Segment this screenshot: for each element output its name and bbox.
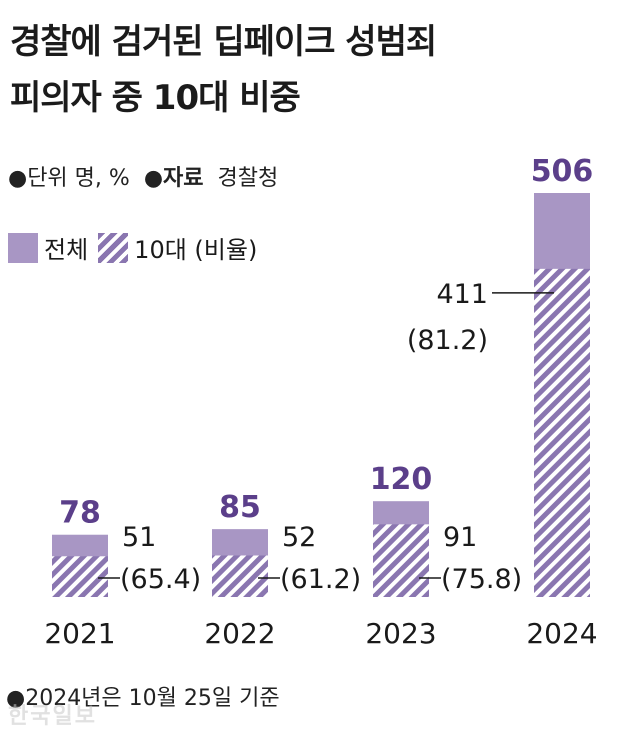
- title-line-1: 경찰에 검거된 딥페이크 성범죄: [10, 22, 437, 62]
- source-name: 경찰청: [217, 166, 279, 191]
- category-label-2023: 2023: [365, 617, 436, 650]
- teen-value-label-2022: 52: [282, 522, 316, 553]
- teen-value-label-2023: 91: [443, 522, 477, 553]
- legend: 전체 10대 (비율): [8, 230, 257, 265]
- chart-title: 경찰에 검거된 딥페이크 성범죄 피의자 중 10대 비중: [10, 14, 437, 126]
- source-bullet: ●: [143, 166, 164, 191]
- footnote: ●2024년은 10월 25일 기준: [6, 686, 280, 711]
- meta-line: ●단위 명, % ●자료 경찰청: [8, 160, 278, 192]
- bar-teen-2023: [373, 524, 429, 597]
- bar-teen-2022: [212, 555, 268, 597]
- title-line-2: 피의자 중 10대 비중: [10, 78, 301, 118]
- bar-teen-2024: [534, 268, 590, 597]
- legend-label-teen: 10대 (비율): [134, 236, 258, 264]
- category-label-2022: 2022: [204, 617, 275, 650]
- teen-value-label-2021: 51: [122, 522, 156, 553]
- legend-label-total: 전체: [44, 236, 89, 264]
- category-label-2024: 2024: [526, 617, 597, 650]
- legend-swatch-total: [8, 232, 38, 263]
- total-value-label-2024: 506: [531, 154, 594, 189]
- teen-value-label-2024: 411: [436, 279, 488, 310]
- teen-ratio-label-2022: (61.2): [280, 564, 361, 595]
- unit-label: ●단위 명, %: [8, 166, 130, 191]
- teen-ratio-label-2023: (75.8): [441, 564, 522, 595]
- teen-ratio-label-2021: (65.4): [120, 564, 201, 595]
- total-value-label-2022: 85: [219, 490, 261, 525]
- teen-ratio-label-2024: (81.2): [407, 325, 488, 356]
- watermark-logo: 한국일보: [8, 704, 97, 729]
- bar-teen-2021: [52, 556, 108, 597]
- source-label: 자료: [163, 166, 204, 191]
- category-label-2021: 2021: [44, 617, 115, 650]
- total-value-label-2023: 120: [370, 462, 433, 497]
- legend-swatch-teen: [98, 232, 129, 263]
- total-value-label-2021: 78: [59, 496, 101, 531]
